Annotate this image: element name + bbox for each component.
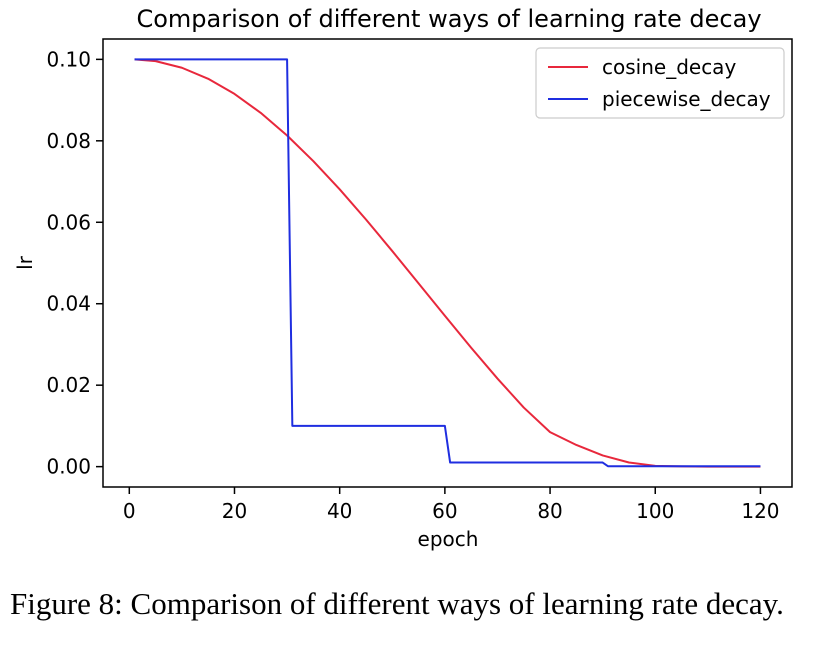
line-chart: Comparison of different ways of learning… [13, 5, 793, 551]
legend-cosine-label: cosine_decay [602, 55, 736, 79]
plot-frame [102, 38, 793, 488]
y-tick-label: 0.02 [46, 373, 91, 397]
y-tick-label: 0.10 [46, 47, 91, 71]
x-tick-label: 100 [636, 499, 674, 523]
legend: cosine_decay piecewise_decay [535, 47, 785, 119]
series-line-cosine-decay [134, 58, 761, 468]
x-tick-label: 40 [327, 499, 352, 523]
y-tick-label: 0.04 [46, 292, 91, 316]
y-tick-label: 0.08 [46, 129, 91, 153]
series-line-piecewise-decay [134, 58, 761, 468]
figure-caption: Figure 8: Comparison of different ways o… [10, 586, 784, 621]
x-tick-label: 20 [222, 499, 247, 523]
legend-box [535, 47, 785, 119]
legend-piecewise-label: piecewise_decay [602, 87, 771, 111]
y-tick-label: 0.06 [46, 210, 91, 234]
x-axis-label: epoch [418, 527, 479, 551]
x-tick-label: 80 [537, 499, 562, 523]
x-tick-label: 0 [123, 499, 136, 523]
chart-title: Comparison of different ways of learning… [136, 5, 761, 33]
y-axis-label: lr [13, 255, 37, 270]
y-tick-label: 0.00 [46, 455, 91, 479]
x-tick-label: 120 [741, 499, 779, 523]
x-tick-label: 60 [432, 499, 457, 523]
